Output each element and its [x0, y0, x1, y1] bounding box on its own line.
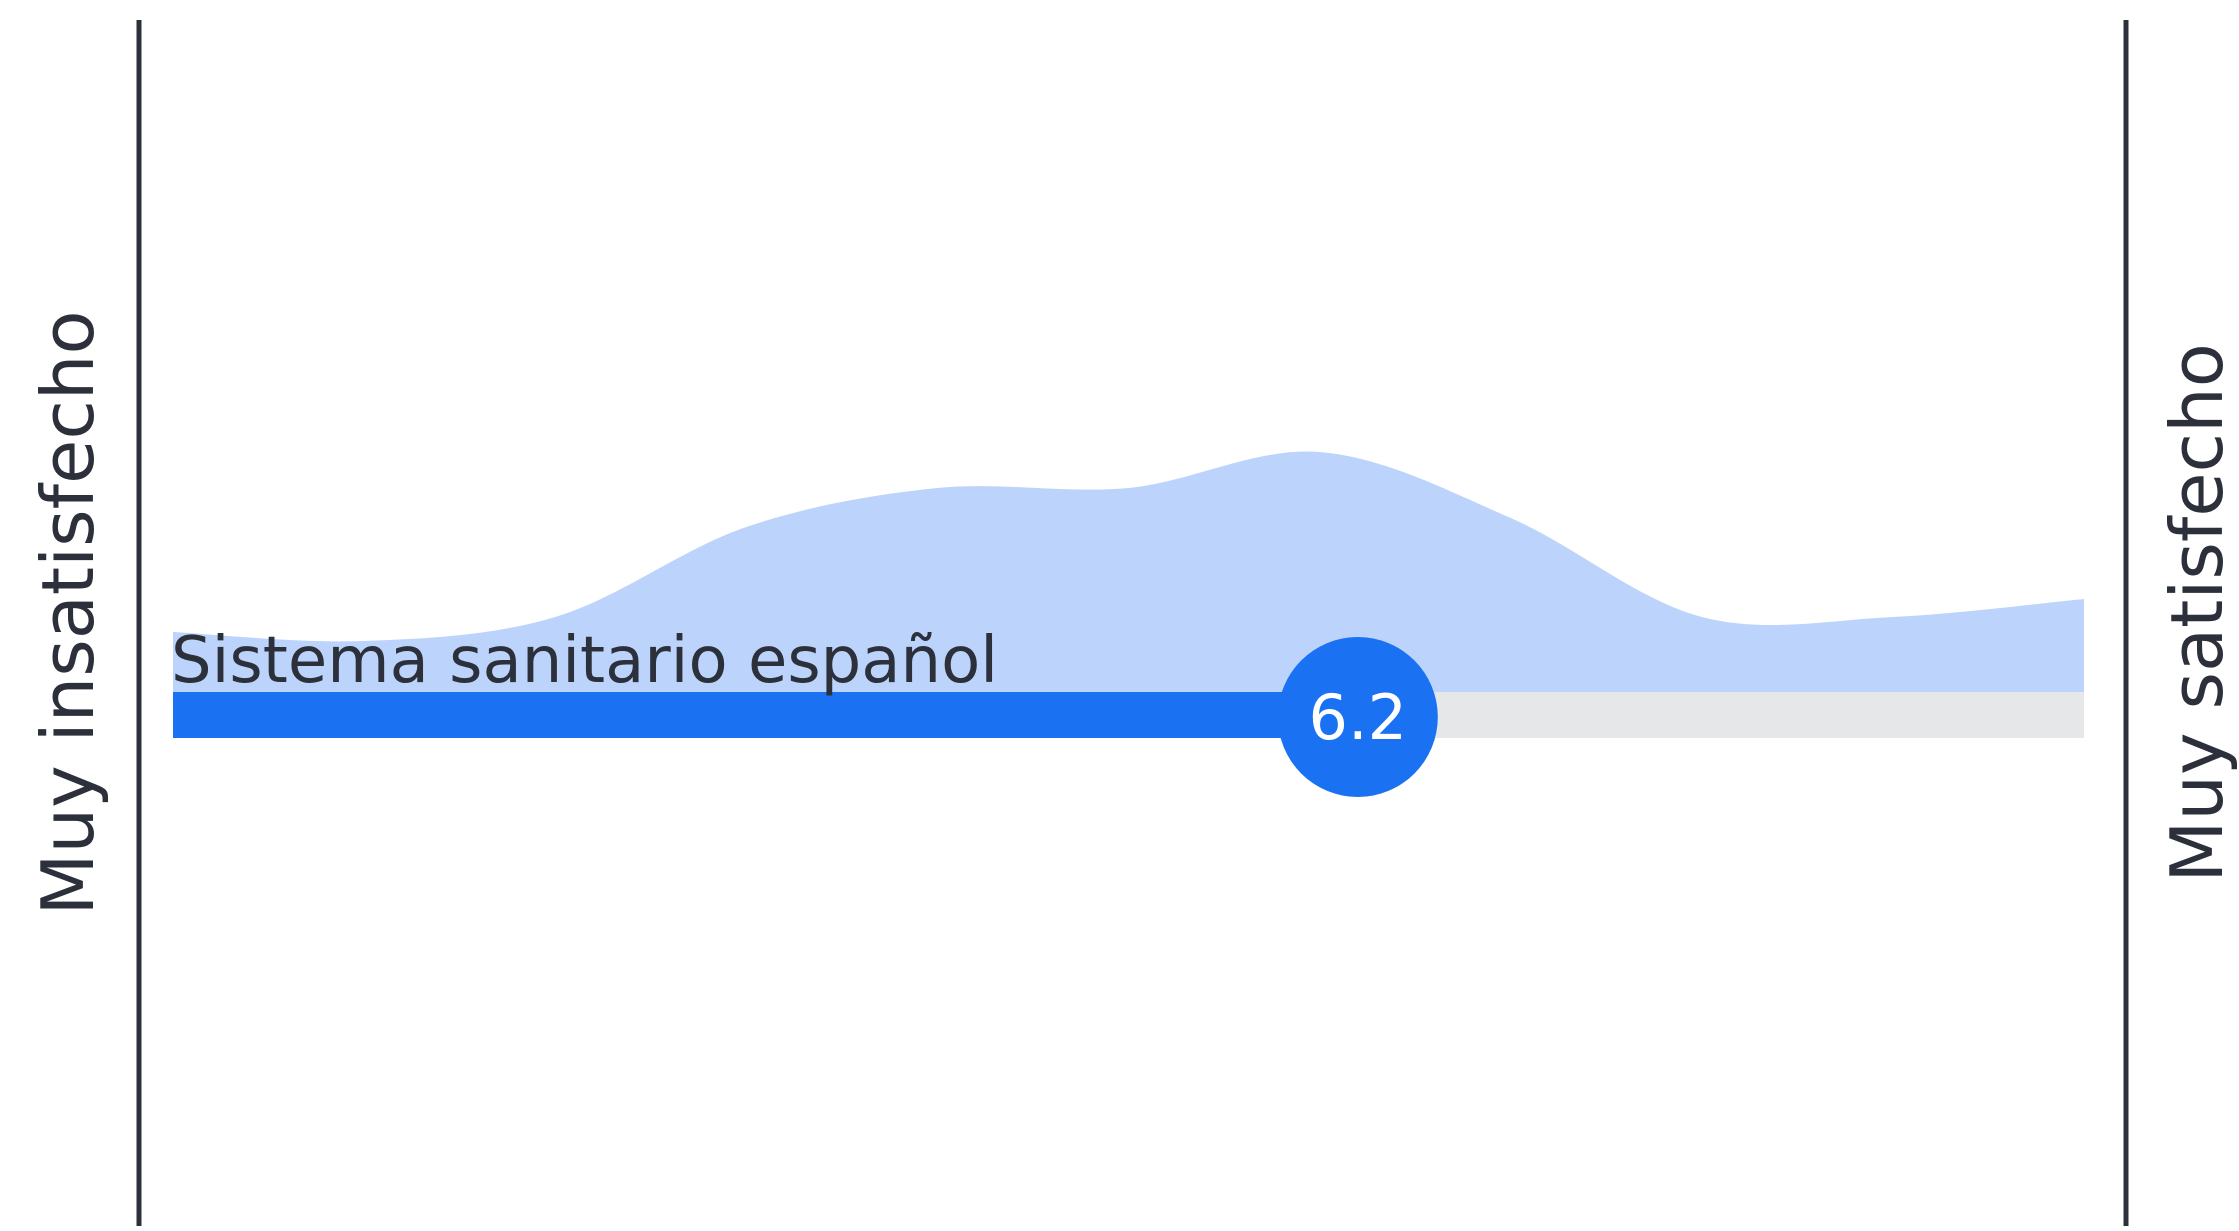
score-bar: [173, 692, 1358, 738]
item-label: Sistema sanitario español: [171, 624, 998, 698]
score-marker: [1277, 637, 1438, 797]
score-value-label: 6.2: [1309, 681, 1408, 754]
right-scale-label: Muy satisfecho: [2155, 343, 2239, 883]
distribution-area: [173, 451, 2084, 692]
left-scale-label: Muy insatisfecho: [26, 310, 110, 916]
